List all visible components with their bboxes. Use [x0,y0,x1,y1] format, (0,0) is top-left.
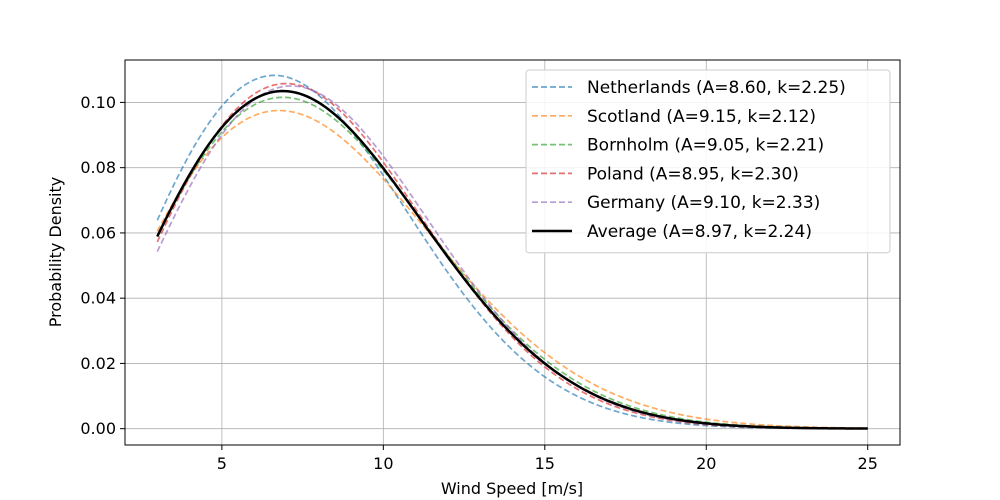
series-lines [156,74,868,430]
x-tick-label: 25 [858,454,878,473]
y-tick-label: 0.02 [80,354,116,373]
x-tick-label: 5 [217,454,227,473]
axis-ticks: 5 10 15 20 25 0.00 0.02 0.04 0.06 0.08 0.10 [80,93,878,473]
legend-entry: Germany (A=9.10, k=2.33) [587,193,820,213]
legend: Netherlands (A=8.60, k=2.25) Scotland (A=… [525,69,891,254]
y-axis-label: Probability Density [46,177,65,328]
x-tick-label: 20 [696,454,716,473]
plot-frame [124,59,901,446]
legend-entry: Bornholm (A=9.05, k=2.21) [587,136,824,156]
x-tick-label: 10 [373,454,393,473]
legend-entry: Netherlands (A=8.60, k=2.25) [587,78,846,98]
series-line-1 [156,109,868,430]
legend-entry: Poland (A=8.95, k=2.30) [587,164,799,184]
x-axis-label: Wind Speed [m/s] [441,479,583,498]
x-tick-label: 15 [535,454,555,473]
legend-entry: Scotland (A=9.15, k=2.12) [587,107,816,127]
y-tick-label: 0.10 [80,93,116,112]
legend-entry: Average (A=8.97, k=2.24) [587,222,812,242]
y-tick-label: 0.06 [80,223,116,242]
y-tick-label: 0.04 [80,289,116,308]
legend-box [525,69,891,254]
y-tick-label: 0.00 [80,419,116,438]
series-line-5 [156,89,868,430]
y-tick-label: 0.08 [80,158,116,177]
